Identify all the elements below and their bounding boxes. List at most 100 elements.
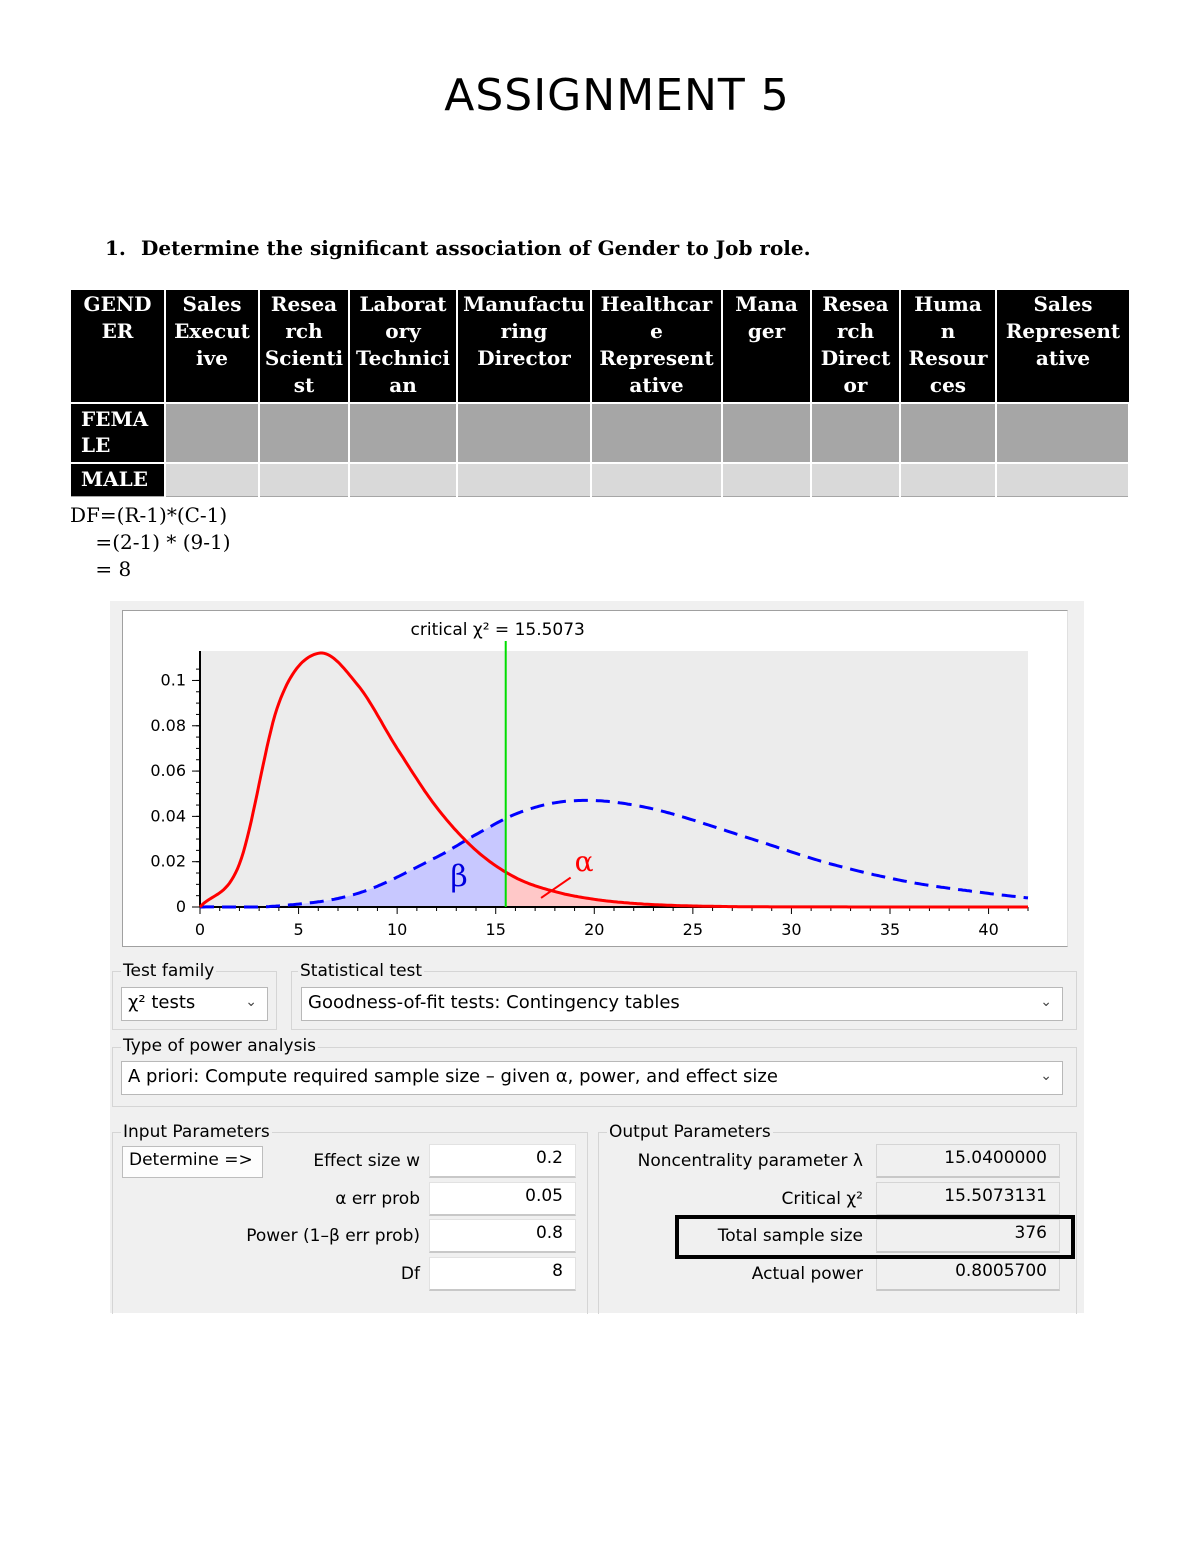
alpha-area (505, 872, 1028, 907)
header-line: Sales (182, 292, 242, 316)
x-tick-label: 10 (387, 920, 407, 939)
central-chi2-curve (198, 651, 1028, 909)
table-row: MALE (71, 462, 1130, 497)
column-header: Sales Execut ive (165, 290, 260, 403)
header-line: Scienti (264, 346, 344, 370)
header-line: ER (101, 319, 134, 343)
plot-area (200, 651, 1028, 907)
table-cell (259, 462, 350, 497)
chevron-down-icon: ⌄ (245, 994, 257, 1010)
table-cell (349, 462, 458, 497)
header-line: Laborat (359, 292, 447, 316)
column-header: Huma n Resour ces (900, 290, 997, 403)
header-line: Resour (908, 346, 988, 370)
table-cell (457, 402, 592, 463)
header-line: ory (385, 319, 421, 343)
column-header: Sales Represent ative (996, 290, 1129, 403)
power-input[interactable]: 0.8 (429, 1219, 576, 1253)
test-family-select[interactable]: χ² tests ⌄ (121, 987, 268, 1021)
question-text: Determine the significant association of… (141, 236, 811, 260)
power-label: Power (1–β err prob) (246, 1226, 420, 1246)
row-header: MALE (71, 462, 166, 497)
header-line: GEND (83, 292, 152, 316)
distribution-plot: 0 5 10 15 20 25 30 35 40 0 0.02 0.04 0.06 0.08 0.1 crit… (122, 610, 1068, 947)
determine-button[interactable]: Determine => (122, 1146, 263, 1178)
header-line: ger (747, 319, 786, 343)
df-input[interactable]: 8 (429, 1257, 576, 1291)
alpha-err-label: α err prob (335, 1189, 420, 1209)
actual-power-value: 0.8005700 (876, 1257, 1060, 1291)
column-header: Laborat ory Technici an (349, 290, 458, 403)
critical-chi2-value: 15.5073131 (876, 1182, 1060, 1216)
header-line: or (843, 373, 868, 397)
effect-size-label: Effect size w (313, 1151, 420, 1171)
header-line: Direct (820, 346, 891, 370)
table-cell (591, 462, 723, 497)
header-line: ces (929, 373, 967, 397)
header-line: Healthcar (600, 292, 713, 316)
x-tick-label: 30 (781, 920, 801, 939)
y-tick-label: 0 (176, 897, 186, 916)
table-cell (811, 462, 901, 497)
row-header-line: FEMA (81, 407, 149, 431)
table-cell (811, 402, 901, 463)
table-cell (165, 462, 260, 497)
statistical-test-select[interactable]: Goodness-of-fit tests: Contingency table… (301, 987, 1063, 1021)
header-line: rch (836, 319, 875, 343)
table-cell (349, 402, 458, 463)
x-tick-label: 25 (683, 920, 703, 939)
power-analysis-group (112, 1047, 1077, 1107)
header-line: st (293, 373, 315, 397)
column-header: Resea rch Direct or (811, 290, 901, 403)
header-line: e (650, 319, 663, 343)
header-line: ring (500, 319, 548, 343)
table-cell (165, 402, 260, 463)
df-line-2: =(2-1) * (9-1) (70, 530, 231, 554)
power-analysis-select[interactable]: A priori: Compute required sample size –… (121, 1061, 1063, 1095)
input-parameters-label: Input Parameters (121, 1122, 272, 1142)
alpha-pointer (540, 876, 572, 899)
alpha-label: α (575, 845, 594, 878)
chart-title: critical χ² = 15.5073 (411, 620, 585, 640)
chevron-down-icon: ⌄ (1040, 1068, 1052, 1084)
header-line: ative (1035, 346, 1091, 370)
gender-job-role-table: GEND ER Sales Execut ive Resea rch Scienti st Lab… (71, 290, 1130, 497)
header-line: Director (477, 346, 571, 370)
column-header-gender: GEND ER (71, 290, 166, 403)
header-line: an (389, 373, 417, 397)
statistical-test-group (291, 971, 1077, 1030)
y-tick-label: 0.04 (150, 806, 186, 825)
alpha-err-input[interactable]: 0.05 (429, 1182, 576, 1216)
header-line: ative (629, 373, 684, 397)
question-number: 1. (105, 236, 126, 260)
df-calculation: DF=(R-1)*(C-1) =(2-1) * (9-1) = 8 (70, 502, 231, 583)
x-tick-label: 40 (978, 920, 998, 939)
row-header-line: MALE (81, 467, 148, 491)
header-line: Mana (735, 292, 798, 316)
test-family-label: Test family (121, 961, 217, 981)
total-sample-size-value: 376 (876, 1219, 1060, 1253)
x-tick-label: 5 (293, 920, 303, 939)
header-line: Huma (914, 292, 982, 316)
table-row: FEMA LE (71, 402, 1130, 463)
table-header-row: GEND ER Sales Execut ive Resea rch Scienti st Lab… (71, 290, 1129, 403)
table-cell (722, 462, 812, 497)
table-cell (900, 462, 997, 497)
column-header: Resea rch Scienti st (259, 290, 350, 403)
header-line: rch (285, 319, 323, 343)
column-header: Mana ger (722, 290, 812, 403)
test-family-value: χ² tests (128, 992, 196, 1013)
output-parameters-label: Output Parameters (607, 1122, 773, 1142)
beta-label: β (450, 860, 467, 895)
noncentrality-value: 15.0400000 (876, 1144, 1060, 1178)
x-tick-label: 0 (195, 920, 205, 939)
effect-size-input[interactable]: 0.2 (429, 1144, 576, 1178)
chevron-down-icon: ⌄ (1040, 994, 1052, 1010)
header-line: Represent (1005, 319, 1121, 343)
total-sample-size-label: Total sample size (717, 1226, 863, 1246)
table-cell (996, 462, 1130, 497)
document-title: ASSIGNMENT 5 (444, 70, 790, 121)
column-header: Healthcar e Represent ative (591, 290, 723, 403)
x-tick-label: 15 (486, 920, 506, 939)
y-tick-label: 0.02 (150, 852, 186, 871)
